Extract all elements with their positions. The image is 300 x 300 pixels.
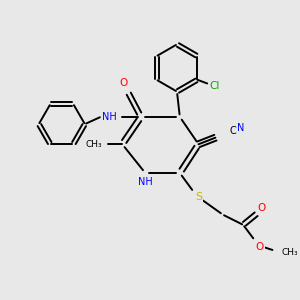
Text: NH: NH (102, 112, 117, 122)
Text: O: O (255, 242, 264, 252)
Text: C: C (229, 126, 236, 136)
Text: CH₃: CH₃ (85, 140, 102, 149)
Text: CH₃: CH₃ (281, 248, 298, 257)
Text: Cl: Cl (209, 80, 220, 91)
Text: NH: NH (138, 177, 153, 187)
Text: S: S (195, 193, 202, 202)
Text: O: O (120, 78, 128, 88)
Text: N: N (238, 123, 245, 133)
Text: O: O (258, 203, 266, 213)
